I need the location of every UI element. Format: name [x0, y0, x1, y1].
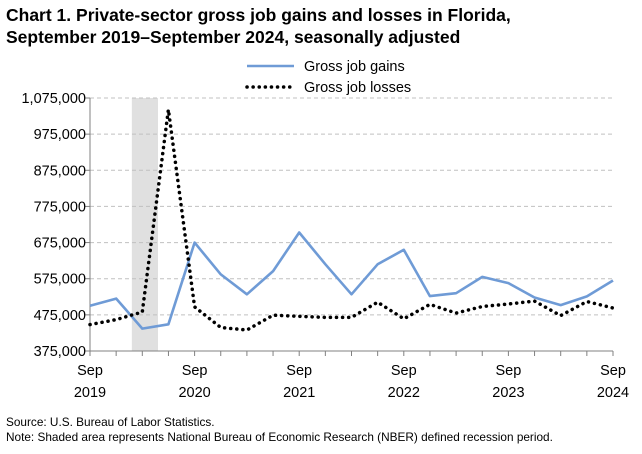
y-tick-label: 675,000 — [34, 236, 86, 252]
y-tick-label: 975,000 — [34, 127, 86, 143]
x-tick-label-year: 2019 — [74, 385, 106, 401]
y-tick-label: 875,000 — [34, 163, 86, 179]
y-tick-label: 1,075,000 — [21, 91, 86, 107]
line-chart: 375,000 475,000 575,000 675,000 775,000 875,0… — [21, 59, 629, 401]
x-tick-label-month: Sep — [77, 363, 103, 379]
x-tick-label-year: 2022 — [388, 385, 420, 401]
y-tick-label: 475,000 — [34, 308, 86, 324]
legend-label: Gross job losses — [304, 80, 411, 96]
x-tick-label-year: 2021 — [283, 385, 315, 401]
recession-note: Note: Shaded area represents National Bu… — [6, 430, 553, 444]
y-tick-label: 375,000 — [34, 344, 86, 360]
x-tick-label-month: Sep — [391, 363, 417, 379]
y-tick-label: 775,000 — [34, 199, 86, 215]
x-tick-label-month: Sep — [182, 363, 208, 379]
legend: Gross job gains Gross job losses — [245, 59, 411, 96]
source-note: Source: U.S. Bureau of Labor Statistics. — [6, 415, 215, 429]
series-line-gross-job-losses — [88, 107, 615, 332]
chart-footer: Source: U.S. Bureau of Labor Statistics.… — [6, 415, 553, 445]
x-tick-label-year: 2020 — [178, 385, 210, 401]
x-tick-label-month: Sep — [600, 363, 626, 379]
chart-title-line-1: Chart 1. Private-sector gross job gains … — [6, 5, 511, 25]
series-line-gross-job-gains — [89, 231, 614, 330]
chart-title-line-2: September 2019–September 2024, seasonall… — [6, 27, 461, 47]
chart-title: Chart 1. Private-sector gross job gains … — [6, 4, 511, 48]
y-tick-label: 575,000 — [34, 272, 86, 288]
legend-label: Gross job gains — [304, 59, 405, 75]
x-tick-label-year: 2024 — [597, 385, 629, 401]
x-tick-label-month: Sep — [286, 363, 312, 379]
x-tick-label-year: 2023 — [492, 385, 524, 401]
x-tick-label-month: Sep — [495, 363, 521, 379]
